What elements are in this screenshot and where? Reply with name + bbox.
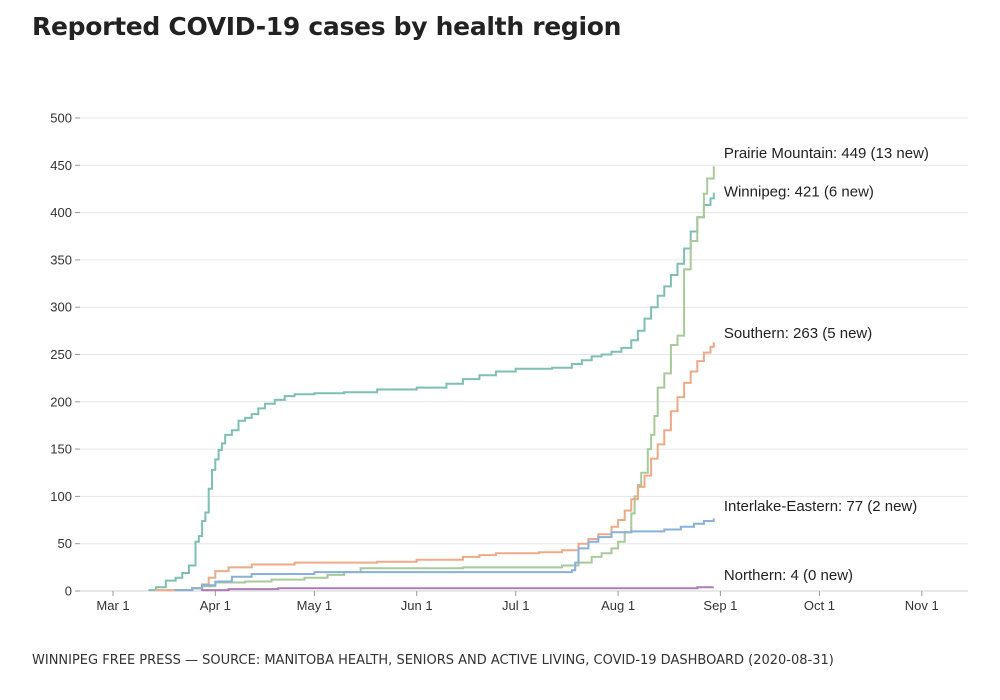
x-tick-label: Mar 1	[96, 598, 129, 613]
x-tick-label: Nov 1	[905, 598, 939, 613]
series-label-northern: Northern: 4 (0 new)	[724, 567, 853, 584]
series-label-prairie-mountain: Prairie Mountain: 449 (13 new)	[724, 145, 929, 162]
series-line-southern	[154, 342, 715, 592]
y-tick-label: 500	[50, 111, 72, 126]
y-tick-label: 450	[50, 158, 72, 173]
series-line-winnipeg	[148, 192, 715, 592]
y-tick-label: 200	[50, 394, 72, 409]
y-tick-label: 400	[50, 205, 72, 220]
x-tick-label: Sep 1	[703, 598, 737, 613]
y-tick-label: 350	[50, 252, 72, 267]
y-tick-label: 150	[50, 442, 72, 457]
y-tick-label: 300	[50, 300, 72, 315]
y-tick-label: 250	[50, 347, 72, 362]
x-tick-label: Oct 1	[804, 598, 835, 613]
y-tick-label: 0	[65, 584, 72, 599]
series-line-interlake-eastern	[174, 518, 715, 592]
grid-lines	[80, 117, 968, 592]
x-tick-label: May 1	[297, 598, 332, 613]
x-axis: Mar 1 Apr 1 May 1 Jun 1 Jul 1 Aug 1 Sep 1 Oct 1…	[96, 591, 939, 613]
series-line-prairie-mountain	[168, 166, 715, 592]
x-tick-label: Aug 1	[601, 598, 635, 613]
series-label-southern: Southern: 263 (5 new)	[724, 325, 872, 342]
y-tick-label: 100	[50, 489, 72, 504]
x-tick-label: Jun 1	[401, 598, 433, 613]
series-label-winnipeg: Winnipeg: 421 (6 new)	[724, 184, 874, 201]
y-tick-label: 50	[58, 536, 72, 551]
series-lines	[148, 166, 715, 592]
x-tick-label: Jul 1	[502, 598, 529, 613]
x-tick-label: Apr 1	[200, 598, 231, 613]
y-axis: 0 50 100 150 200 250 300 350 400 450 500	[50, 111, 80, 599]
source-footnote: WINNIPEG FREE PRESS — SOURCE: MANITOBA H…	[32, 653, 834, 668]
page-title: Reported COVID-19 cases by health region	[32, 12, 622, 41]
series-line-northern	[201, 586, 714, 592]
series-end-labels: Winnipeg: 421 (6 new) Prairie Mountain: 4…	[724, 145, 929, 584]
series-label-interlake-eastern: Interlake-Eastern: 77 (2 new)	[724, 498, 917, 515]
